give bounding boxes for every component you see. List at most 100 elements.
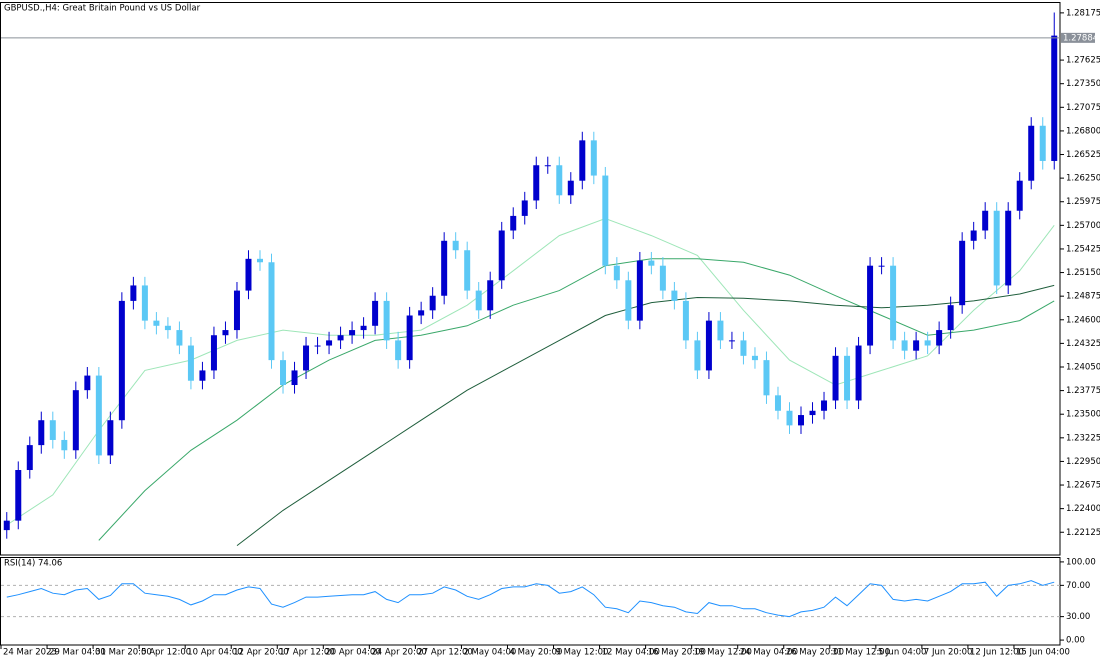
x-tick-label: 5 Apr 12:00 [141, 648, 191, 658]
y-tick-label: 1.26525 [1066, 150, 1100, 160]
x-tick-label: 12 May 04:00 [602, 648, 660, 658]
y-tick-label: 1.24875 [1066, 292, 1100, 302]
candle-body [1005, 210, 1012, 286]
candle-body [314, 345, 321, 347]
candle-body [878, 265, 885, 267]
y-tick-label: 1.23775 [1066, 386, 1100, 396]
x-tick-label: 15 Jun 04:00 [1016, 648, 1070, 658]
candle-body [579, 140, 586, 181]
y-tick-label: 1.25975 [1066, 197, 1100, 207]
candle-body [233, 290, 240, 331]
y-tick-label: 1.22950 [1066, 457, 1100, 467]
x-tick-label: 5 Jun 04:00 [878, 648, 927, 658]
candle-body [383, 300, 390, 341]
y-tick-label: 1.27350 [1066, 79, 1100, 89]
x-tick-label: 31 Mar 20:00 [95, 648, 152, 658]
candle-body [49, 420, 56, 440]
x-tick-label: 17 Apr 12:00 [279, 648, 334, 658]
moving-average [236, 284, 1055, 546]
x-tick-label: 29 Mar 04:00 [49, 648, 106, 658]
rsi-panel [0, 557, 1061, 646]
candle-body [544, 165, 551, 167]
candle-body [118, 300, 125, 421]
x-tick-label: 26 May 20:00 [786, 648, 844, 658]
candle-body [245, 258, 252, 291]
y-tick-label: 70.00 [1066, 581, 1090, 591]
candle-body [924, 340, 931, 346]
candle-body [671, 290, 678, 301]
candle-body [176, 330, 183, 346]
candle-body [913, 340, 920, 351]
candle-body [901, 340, 908, 351]
candle-body [705, 320, 712, 371]
candle-body [959, 240, 966, 306]
candle-body [372, 300, 379, 326]
candle-body [832, 355, 839, 401]
candle-body [26, 445, 33, 471]
x-tick-label: 24 Mar 2023 [3, 648, 57, 658]
candle-body [280, 360, 287, 386]
candle-body [728, 340, 735, 342]
y-tick-label: 1.27075 [1066, 103, 1100, 113]
candle-body [360, 325, 367, 331]
x-tick-label: 12 Jun 12:00 [970, 648, 1024, 658]
x-tick-label: 10 Apr 04:00 [187, 648, 242, 658]
candle-body [567, 180, 574, 196]
candle-body [774, 395, 781, 411]
current-price-box [1061, 32, 1095, 43]
candle-body [107, 420, 114, 456]
candle-body [844, 355, 851, 401]
x-tick-label: 19 May 12:00 [694, 648, 752, 658]
candle-body [855, 345, 862, 401]
y-tick-label: 1.25150 [1066, 268, 1100, 278]
candle-body [153, 320, 160, 326]
x-tick-label: 2 May 04:00 [463, 648, 516, 658]
y-tick-label: 1.27625 [1066, 56, 1100, 66]
x-tick-label: 7 Jun 20:00 [924, 648, 973, 658]
candle-body [510, 215, 517, 231]
candle-body [303, 345, 310, 371]
x-tick-label: 16 May 20:00 [648, 648, 706, 658]
candle-body [556, 165, 563, 196]
candle-body [682, 300, 689, 341]
candle-body [751, 355, 758, 361]
rsi-line [6, 580, 1055, 618]
candle-body [464, 250, 471, 291]
y-tick-label: 1.25700 [1066, 221, 1100, 231]
rsi-title: RSI(14) 74.06 [4, 559, 62, 569]
candle-body [72, 390, 79, 451]
y-tick-label: 1.26800 [1066, 126, 1100, 136]
moving-average [6, 217, 1055, 526]
candle-body [947, 305, 954, 331]
x-tick-label: 12 Apr 20:00 [233, 648, 288, 658]
x-tick-label: 27 Apr 12:00 [417, 648, 472, 658]
candle-body [1039, 125, 1046, 161]
candle-body [15, 470, 22, 521]
y-tick-label: 1.22400 [1066, 504, 1100, 514]
y-tick-label: 1.26250 [1066, 174, 1100, 184]
candle-body [406, 315, 413, 361]
y-tick-label: 1.28175 [1066, 8, 1100, 18]
candle-body [740, 340, 747, 356]
candle-body [867, 265, 874, 346]
candle-body [625, 280, 632, 321]
x-tick-label: 4 May 20:00 [509, 648, 562, 658]
candle-body [452, 240, 459, 251]
x-tick-label: 31 May 12:00 [832, 648, 890, 658]
price-panel [0, 2, 1061, 556]
candle-body [821, 400, 828, 411]
candle-body [326, 340, 333, 346]
candle-body [521, 200, 528, 216]
candle-body [38, 420, 45, 446]
candle-body [222, 330, 229, 336]
candle-body [1051, 35, 1058, 161]
chart-title: GBPUSD.,H4: Great Britain Pound vs US Do… [4, 4, 201, 14]
candle-body [659, 265, 666, 291]
y-tick-label: 1.25425 [1066, 244, 1100, 254]
candle-body [786, 410, 793, 426]
candle-body [533, 165, 540, 201]
x-tick-label: 24 May 04:00 [740, 648, 798, 658]
candle-body [199, 370, 206, 381]
candle-body [763, 360, 770, 396]
